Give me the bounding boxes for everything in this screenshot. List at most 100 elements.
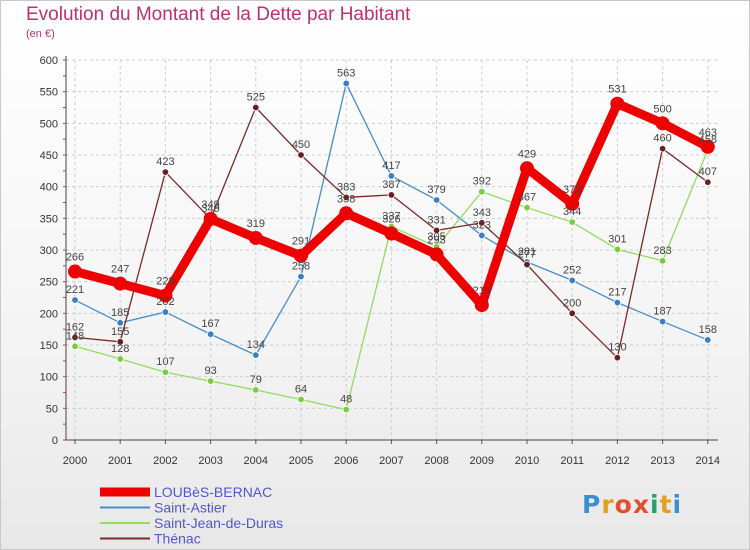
data-point <box>252 103 260 112</box>
data-point <box>478 188 486 196</box>
x-tick-label: 2009 <box>470 455 494 467</box>
data-point <box>655 116 670 131</box>
data-point <box>71 333 79 342</box>
y-tick-label: 550 <box>40 87 58 99</box>
data-point <box>203 211 218 226</box>
data-point <box>342 405 350 414</box>
data-point <box>206 377 215 385</box>
data-point <box>387 172 396 180</box>
data-label: 130 <box>608 342 626 354</box>
data-point <box>113 276 128 291</box>
data-label: 500 <box>653 103 671 115</box>
data-label: 367 <box>518 192 536 204</box>
data-point <box>478 231 486 240</box>
data-point <box>613 245 622 254</box>
data-label: 185 <box>111 307 129 319</box>
data-label: 344 <box>563 206 581 218</box>
data-label: 349 <box>201 203 219 215</box>
data-point <box>432 226 441 235</box>
x-tick-label: 2011 <box>560 455 584 467</box>
data-label: 128 <box>111 343 129 355</box>
axes: 0 50 100 150 200 250 300 350 400 450 500 550 600 2000… <box>40 55 720 467</box>
data-label: 392 <box>473 176 491 188</box>
x-tick-label: 2000 <box>63 455 87 467</box>
data-point <box>161 308 170 316</box>
y-tick-label: 400 <box>40 182 58 194</box>
legend-label: Saint-Jean-de-Duras <box>154 515 283 531</box>
y-tick-label: 500 <box>40 118 58 130</box>
data-label: 319 <box>247 218 265 230</box>
data-label: 379 <box>427 184 445 196</box>
data-point <box>568 276 576 285</box>
data-point <box>206 330 215 338</box>
data-label: 450 <box>292 139 310 151</box>
data-label: 107 <box>156 356 174 368</box>
y-tick-label: 50 <box>46 403 58 415</box>
x-tick-label: 2012 <box>605 455 629 467</box>
y-tick-label: 0 <box>52 435 58 447</box>
data-label: 217 <box>608 287 626 299</box>
y-tick-label: 600 <box>40 55 58 67</box>
data-label: 429 <box>518 148 536 160</box>
x-tick-label: 2003 <box>198 455 222 467</box>
data-point <box>387 191 396 199</box>
data-label: 228 <box>156 276 174 288</box>
chart-title: Evolution du Montant de la Dette par Hab… <box>26 4 411 25</box>
legend: LOUBèS-BERNACSaint-AstierSaint-Jean-de-D… <box>100 484 283 547</box>
data-point <box>478 219 486 227</box>
data-label: 305 <box>427 231 445 243</box>
legend-label: Thénac <box>154 531 201 547</box>
data-label: 48 <box>340 394 352 406</box>
data-label: 79 <box>250 374 262 386</box>
data-label: 460 <box>653 133 671 145</box>
data-label: 458 <box>699 134 717 146</box>
data-label: 247 <box>111 264 129 276</box>
proxiti-logo: Proxiti <box>582 490 683 519</box>
data-point <box>252 386 260 394</box>
data-label: 331 <box>427 214 445 226</box>
data-label: 293 <box>427 234 445 246</box>
data-label: 326 <box>382 214 400 226</box>
data-point <box>71 296 79 304</box>
data-point <box>116 355 124 363</box>
data-point <box>568 309 576 318</box>
x-tick-label: 2007 <box>379 455 403 467</box>
unit-label: (en €) <box>26 28 55 40</box>
data-point <box>68 264 82 279</box>
data-point <box>658 144 667 153</box>
data-point <box>252 351 260 359</box>
data-label: 323 <box>473 219 491 231</box>
data-point <box>342 79 350 88</box>
data-label: 407 <box>699 166 717 178</box>
data-label: 463 <box>699 127 717 139</box>
x-tick-label: 2010 <box>515 455 539 467</box>
data-point <box>297 151 305 159</box>
data-point <box>158 288 173 303</box>
data-label: 93 <box>204 365 216 377</box>
data-label: 202 <box>156 296 174 308</box>
data-label: 531 <box>608 84 626 96</box>
data-point <box>297 395 305 404</box>
data-point <box>339 206 354 221</box>
data-point <box>704 178 712 186</box>
data-point <box>704 336 712 344</box>
data-label: 283 <box>653 245 671 257</box>
legend-label: LOUBèS-BERNAC <box>154 484 272 500</box>
data-label: 417 <box>382 160 400 172</box>
x-tick-label: 2013 <box>650 455 674 467</box>
data-point <box>342 193 350 202</box>
data-point <box>294 248 308 263</box>
data-label: 525 <box>247 92 265 104</box>
data-label: 200 <box>563 297 581 309</box>
x-tick-label: 2001 <box>108 455 132 467</box>
data-label: 64 <box>295 383 307 395</box>
data-point <box>248 230 263 245</box>
data-label: 337 <box>382 211 400 223</box>
data-label: 281 <box>518 246 536 258</box>
data-point <box>384 226 399 241</box>
data-point <box>116 338 124 346</box>
data-point <box>610 96 625 111</box>
data-label: 343 <box>473 207 491 219</box>
data-label: 252 <box>563 264 581 276</box>
